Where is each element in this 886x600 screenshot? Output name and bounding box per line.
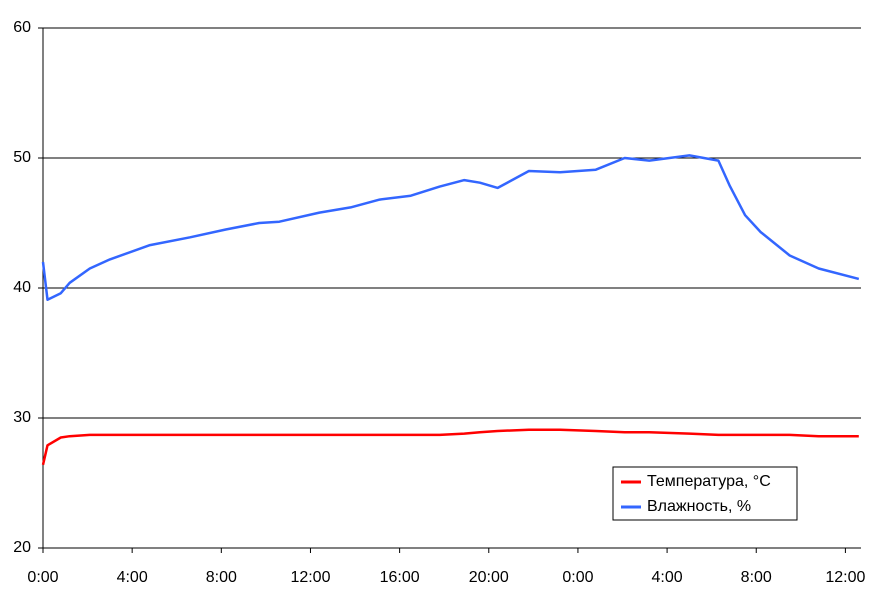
y-tick-label: 50 — [13, 149, 31, 166]
y-tick-label: 30 — [13, 409, 31, 426]
legend-label: Температура, °C — [647, 473, 771, 490]
x-tick-label: 12:00 — [825, 569, 865, 586]
y-tick-label: 40 — [13, 279, 31, 296]
x-tick-label: 8:00 — [741, 569, 772, 586]
x-tick-label: 0:00 — [562, 569, 593, 586]
legend-box — [612, 466, 798, 521]
data-line — [41, 154, 860, 301]
x-tick-label: 4:00 — [652, 569, 683, 586]
legend-label: Влажность, % — [647, 498, 751, 515]
x-tick-label: 16:00 — [380, 569, 420, 586]
x-tick-label: 8:00 — [206, 569, 237, 586]
y-tick-label: 20 — [13, 539, 31, 556]
data-line — [41, 428, 859, 466]
y-tick-label: 60 — [13, 19, 31, 36]
x-tick-label: 20:00 — [469, 569, 509, 586]
legend: Температура, °C Влажность, % — [612, 466, 798, 521]
x-tick-label: 4:00 — [117, 569, 148, 586]
x-tick-label: 0:00 — [27, 569, 58, 586]
x-tick-label: 12:00 — [290, 569, 330, 586]
